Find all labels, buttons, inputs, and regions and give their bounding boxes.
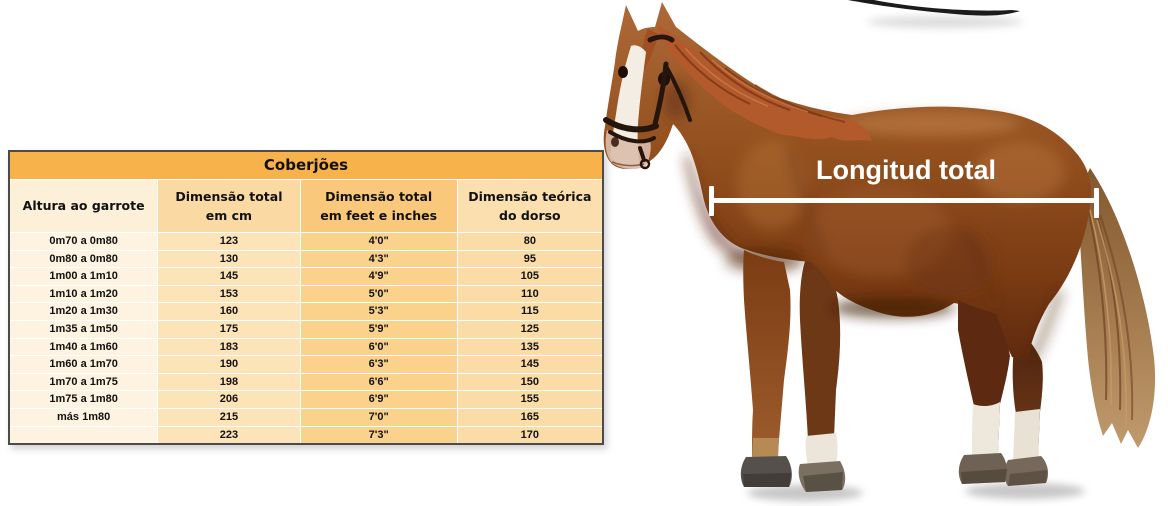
table-header-row: Altura ao garrote Dimensão total em cm D… [10,180,602,232]
table-cell: 175 [158,320,301,338]
table-cell: 145 [158,268,301,285]
table-cell: 170 [457,426,602,444]
horse-halter [603,34,692,170]
table-cell: 1m40 a 1m60 [10,338,159,356]
table-cell: 135 [457,338,602,356]
table-cell: 7'3" [300,426,458,444]
table-cell: 190 [158,356,301,373]
horse-far-legs [798,258,1049,492]
measurement-tick-right [1094,188,1099,218]
table-row: 1m20 a 1m30 160 5'3" 115 [10,302,602,320]
table-row: 1m60 a 1m70 190 6'3" 145 [10,355,602,373]
black-swoosh-decoration [848,0,1020,16]
measurement-tick-left [709,186,714,216]
table-cell: 155 [457,391,602,408]
table-row: 1m75 a 1m80 206 6'9" 155 [10,390,602,408]
table-cell: 95 [457,250,602,268]
measurement-annotation: Longitud total [709,155,1099,218]
table-cell: 1m20 a 1m30 [10,303,159,320]
table-cell: 4'0" [300,233,458,250]
column-header-altura: Altura ao garrote [10,180,159,232]
column-header-cm: Dimensão total em cm [158,180,301,232]
table-cell: más 1m80 [10,408,159,426]
table-row: 1m35 a 1m50 175 5'9" 125 [10,319,602,338]
table-row: 0m70 a 0m80 123 4'0" 80 [10,232,602,250]
table-cell: 1m60 a 1m70 [10,356,159,373]
table-cell: 125 [457,320,602,338]
table-cell: 198 [158,373,301,391]
table-cell: 4'3" [300,250,458,268]
table-cell: 145 [457,356,602,373]
table-cell: 215 [158,408,301,426]
table-cell: 206 [158,391,301,408]
horse-shading [662,80,1065,363]
table-row: 1m00 a 1m10 145 4'9" 105 [10,267,602,285]
table-row: 1m10 a 1m20 153 5'0" 110 [10,284,602,303]
table-cell: 6'6" [300,373,458,391]
table-cell: 1m70 a 1m75 [10,373,159,391]
table-cell: 160 [158,303,301,320]
measurement-line [712,198,1097,203]
table-cell: 115 [457,303,602,320]
hoof-shadows [747,483,1085,501]
table-cell: 6'3" [300,356,458,373]
table-cell: 150 [457,373,602,391]
table-cell: 123 [158,233,301,250]
table-row: 0m80 a 0m80 130 4'3" 95 [10,249,602,268]
table-row: 1m40 a 1m60 183 6'0" 135 [10,337,602,356]
table-title: Coberjões [10,152,602,180]
table-cell: 5'3" [300,303,458,320]
table-cell: 4'9" [300,268,458,285]
horse-illustration: Longitud total [603,0,1156,501]
horse-head-details [603,34,692,170]
horse-eye [618,66,628,78]
table-cell: 105 [457,268,602,285]
table-cell: 0m70 a 0m80 [10,233,159,250]
swoosh-shadow [867,16,1023,28]
table-cell: 1m10 a 1m20 [10,285,159,303]
table-cell: 0m80 a 0m80 [10,250,159,268]
table-cell: 110 [457,285,602,303]
table-cell: 1m35 a 1m50 [10,320,159,338]
measurement-label: Longitud total [816,155,996,185]
horse-nostril [611,137,619,147]
table-cell: 1m75 a 1m80 [10,391,159,408]
horse-near-legs [740,250,1010,487]
table-cell: 5'0" [300,285,458,303]
table-cell: 7'0" [300,408,458,426]
table-cell: 183 [158,338,301,356]
table-cell: 6'9" [300,391,458,408]
table-cell: 153 [158,285,301,303]
table-cell: 80 [457,233,602,250]
table-cell: 165 [457,408,602,426]
horse-tail [1077,168,1156,448]
column-header-feet-inches: Dimensão total em feet e inches [300,180,458,232]
table-cell: 130 [158,250,301,268]
table-cell: 6'0" [300,338,458,356]
table-row: 223 7'3" 170 [10,425,602,444]
table-body: 0m70 a 0m80 123 4'0" 80 0m80 a 0m80 130 4'3" 95… [10,232,602,444]
table-row: 1m70 a 1m75 198 6'6" 150 [10,372,602,391]
table-row: más 1m80 215 7'0" 165 [10,407,602,426]
table-cell: 5'9" [300,320,458,338]
size-table: Coberjões Altura ao garrote Dimensão tot… [8,150,604,446]
column-header-dorso: Dimensão teórica do dorso [457,180,602,232]
table-cell: 223 [158,426,301,444]
table-cell [10,426,159,444]
table-cell: 1m00 a 1m10 [10,268,159,285]
